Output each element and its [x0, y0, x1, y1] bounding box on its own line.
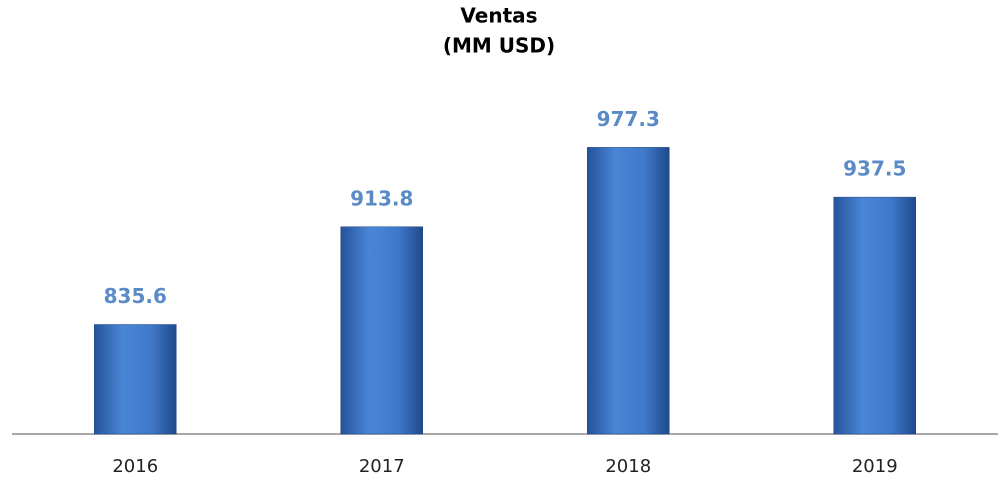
x-tick-label: 2019: [852, 456, 898, 477]
value-label: 913.8: [350, 186, 413, 210]
value-label: 835.6: [104, 284, 167, 308]
bar: [94, 324, 177, 435]
bar: [587, 147, 670, 435]
chart-title: Ventas: [460, 4, 537, 28]
chart-subtitle: (MM USD): [443, 34, 555, 58]
bar: [340, 226, 423, 435]
value-label: 937.5: [843, 157, 906, 181]
value-label: 977.3: [597, 107, 660, 131]
x-tick-label: 2017: [359, 456, 405, 477]
x-tick-label: 2018: [605, 456, 651, 477]
bar: [833, 196, 916, 435]
x-tick-label: 2016: [112, 456, 158, 477]
